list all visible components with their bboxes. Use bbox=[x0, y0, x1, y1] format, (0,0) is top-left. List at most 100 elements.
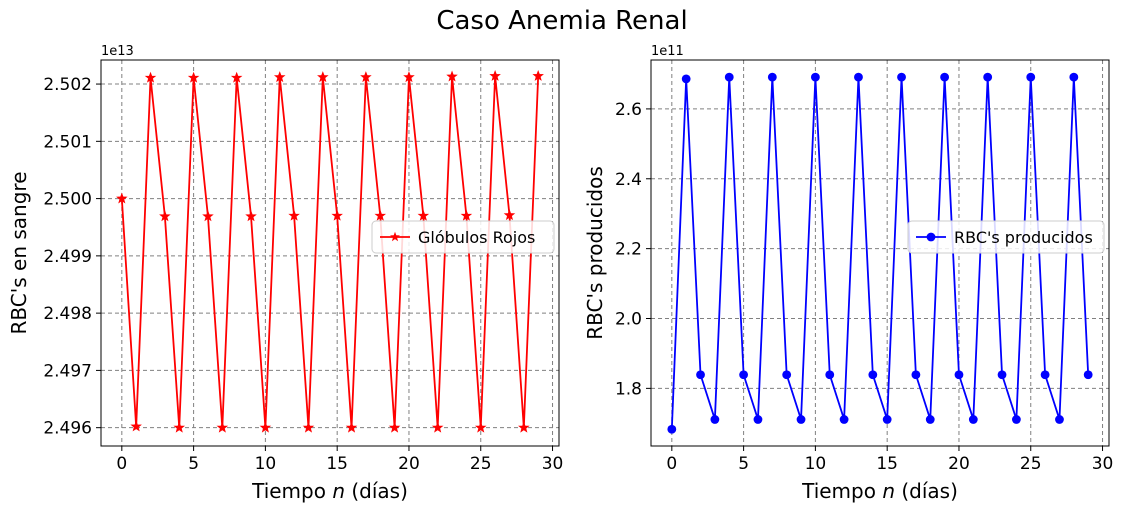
y-tick-label: 2.502 bbox=[43, 75, 92, 95]
data-point bbox=[446, 70, 458, 82]
data-point bbox=[681, 74, 691, 84]
y-axis-label: RBC's producidos bbox=[583, 166, 607, 340]
x-tick-label: 15 bbox=[876, 454, 898, 474]
data-point bbox=[940, 72, 950, 82]
y-tick-label: 2.498 bbox=[43, 304, 92, 324]
y-tick-label: 2.501 bbox=[43, 132, 92, 152]
data-point bbox=[518, 421, 530, 433]
x-tick-label: 0 bbox=[666, 454, 677, 474]
data-point bbox=[710, 415, 720, 424]
data-point bbox=[997, 370, 1007, 380]
data-point bbox=[374, 209, 387, 221]
legend: Glóbulos Rojos bbox=[371, 220, 555, 254]
data-point bbox=[187, 71, 200, 83]
data-point bbox=[767, 72, 777, 82]
y-tick-label: 2.496 bbox=[43, 419, 92, 439]
data-point bbox=[417, 209, 430, 221]
data-point bbox=[144, 71, 157, 83]
axes-frame bbox=[100, 59, 560, 447]
y-offset-label: 1e13 bbox=[101, 44, 134, 59]
data-point bbox=[116, 192, 128, 204]
chart-2: 0 5 10 15 20 25 30 1.8 2.0 2.2 2.4 2.6 1e11 Tiempo n … bbox=[583, 44, 1113, 503]
data-point bbox=[388, 421, 401, 433]
data-point bbox=[489, 69, 501, 81]
data-point bbox=[230, 71, 243, 83]
data-point bbox=[273, 71, 286, 83]
data-point bbox=[983, 72, 993, 82]
x-tick-label: 25 bbox=[470, 454, 492, 474]
x-tick-label: 15 bbox=[326, 454, 348, 474]
legend-marker bbox=[390, 231, 400, 242]
legend-label: RBC's producidos bbox=[954, 228, 1093, 247]
x-tick-label: 30 bbox=[542, 454, 564, 474]
figure-suptitle: Caso Anemia Renal bbox=[436, 6, 688, 36]
y-tick-label: 2.2 bbox=[615, 240, 642, 260]
x-tick-label: 30 bbox=[1092, 454, 1114, 474]
data-point bbox=[1011, 415, 1021, 424]
x-tick-label: 20 bbox=[398, 454, 420, 474]
y-tick-label: 2.4 bbox=[615, 170, 642, 190]
data-point bbox=[431, 421, 444, 433]
data-point bbox=[810, 72, 820, 82]
y-tick-label: 1.8 bbox=[615, 379, 642, 399]
legend-box bbox=[371, 220, 555, 254]
series-line bbox=[670, 76, 1090, 430]
data-point bbox=[259, 421, 272, 433]
legend-marker bbox=[926, 232, 936, 242]
x-tick-label: 10 bbox=[255, 454, 277, 474]
data-point bbox=[839, 415, 849, 424]
data-point bbox=[868, 370, 878, 380]
data-point bbox=[360, 71, 372, 83]
data-point bbox=[667, 424, 677, 434]
data-point bbox=[1040, 370, 1050, 380]
data-point bbox=[925, 415, 935, 424]
x-tick-label: 20 bbox=[948, 454, 970, 474]
data-point bbox=[1055, 415, 1064, 424]
y-tick-label: 2.0 bbox=[615, 309, 642, 329]
x-tick-label: 25 bbox=[1020, 454, 1042, 474]
data-point bbox=[302, 421, 315, 433]
data-point bbox=[202, 210, 214, 222]
y-axis-label: RBC's en sangre bbox=[7, 172, 31, 335]
data-point bbox=[854, 72, 863, 82]
y-tick-label: 2.500 bbox=[43, 190, 92, 210]
x-axis-label: Tiempo n (días) bbox=[801, 479, 958, 503]
y-tick-label: 2.499 bbox=[43, 247, 92, 267]
data-point bbox=[1069, 72, 1079, 82]
x-tick-label: 5 bbox=[188, 454, 199, 474]
data-point bbox=[288, 209, 300, 221]
legend-box bbox=[907, 220, 1105, 254]
data-point bbox=[532, 69, 544, 81]
x-tick-label: 10 bbox=[805, 454, 827, 474]
data-point bbox=[724, 72, 734, 82]
data-point bbox=[460, 209, 473, 221]
data-point bbox=[1026, 72, 1036, 82]
legend-label: Glóbulos Rojos bbox=[418, 228, 535, 247]
y-tick-label: 2.497 bbox=[43, 361, 92, 381]
data-point bbox=[1083, 370, 1093, 380]
x-axis-label: Tiempo n (días) bbox=[251, 479, 408, 503]
data-point bbox=[317, 71, 329, 83]
data-point bbox=[159, 210, 171, 222]
x-tick-label: 5 bbox=[738, 454, 749, 474]
data-point bbox=[911, 370, 921, 380]
data-point bbox=[503, 209, 516, 221]
data-point bbox=[882, 415, 892, 424]
data-point bbox=[825, 370, 835, 380]
data-point bbox=[897, 72, 906, 82]
y-offset-label: 1e11 bbox=[651, 44, 684, 59]
data-point bbox=[968, 415, 978, 424]
data-point bbox=[474, 421, 487, 433]
data-point bbox=[345, 421, 358, 433]
axes-frame bbox=[650, 59, 1110, 447]
data-point bbox=[331, 209, 343, 221]
data-point bbox=[403, 71, 415, 83]
data-point bbox=[753, 415, 763, 424]
data-point bbox=[696, 370, 705, 380]
legend: RBC's producidos bbox=[907, 220, 1105, 254]
chart-1: 0 5 10 15 20 25 30 2.496 2.497 2.498 2.499 2.500 2.5… bbox=[7, 44, 563, 503]
y-tick-label: 2.6 bbox=[615, 100, 642, 120]
data-point bbox=[796, 415, 806, 424]
